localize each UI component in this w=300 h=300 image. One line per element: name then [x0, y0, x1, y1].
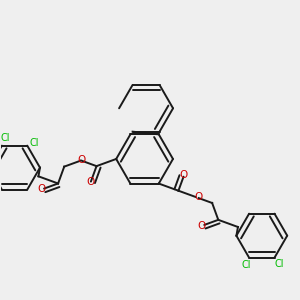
Text: O: O — [195, 192, 203, 202]
Text: O: O — [179, 170, 188, 180]
Text: Cl: Cl — [242, 260, 251, 270]
Text: Cl: Cl — [0, 133, 10, 143]
Text: O: O — [197, 221, 206, 231]
Text: O: O — [87, 177, 95, 187]
Text: Cl: Cl — [30, 138, 40, 148]
Text: Cl: Cl — [274, 259, 284, 269]
Text: O: O — [37, 184, 45, 194]
Text: O: O — [77, 155, 85, 166]
